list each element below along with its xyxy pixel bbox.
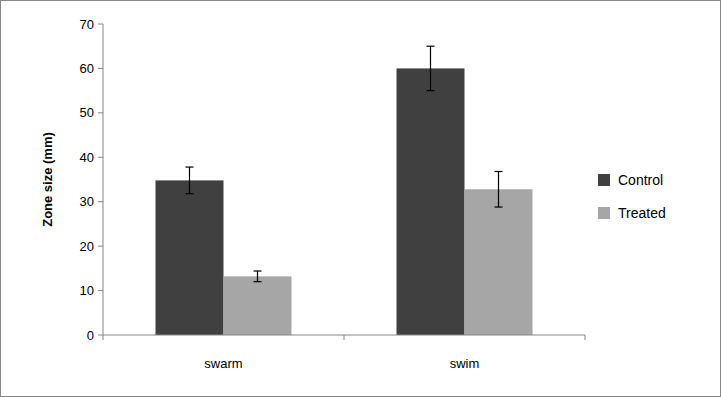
- error-cap: [427, 46, 435, 47]
- frame: [1, 1, 721, 397]
- error-cap: [427, 90, 435, 91]
- bar: [397, 68, 465, 335]
- y-tick-label: 70: [80, 17, 94, 32]
- y-tick: [98, 201, 103, 202]
- x-divider-tick: [344, 335, 345, 340]
- y-tick-label: 30: [80, 194, 94, 209]
- y-tick-label: 60: [80, 61, 94, 76]
- y-tick-label: 20: [80, 239, 94, 254]
- bar: [156, 180, 224, 335]
- chart-root: 0 10 20 30 40 50 60 70 swarm swim Zone size (mm) Co…: [0, 0, 721, 397]
- legend-swatch: [598, 207, 610, 219]
- x-tick-label: swarm: [204, 356, 242, 371]
- y-tick: [98, 24, 103, 25]
- error-stem: [430, 46, 431, 90]
- legend-label: Control: [618, 172, 663, 188]
- error-stem: [189, 167, 190, 194]
- x-divider-tick: [585, 335, 586, 340]
- error-bar: [495, 172, 503, 208]
- bar: [465, 189, 533, 335]
- error-bar: [186, 167, 194, 194]
- error-stem: [498, 172, 499, 208]
- error-cap: [495, 171, 503, 172]
- bars: [156, 46, 533, 335]
- error-bar: [427, 46, 435, 90]
- y-tick-label: 10: [80, 283, 94, 298]
- x-tick-label: swim: [450, 356, 480, 371]
- error-cap: [254, 281, 262, 282]
- y-tick: [98, 335, 103, 336]
- legend-label: Treated: [618, 205, 666, 221]
- y-tick: [98, 112, 103, 113]
- error-bar: [254, 271, 262, 282]
- y-tick: [98, 246, 103, 247]
- y-tick-label: 0: [87, 328, 94, 343]
- y-tick-label: 40: [80, 150, 94, 165]
- x-divider-tick: [103, 335, 104, 340]
- y-tick: [98, 68, 103, 69]
- y-tick: [98, 157, 103, 158]
- y-axis-label: Zone size (mm): [40, 132, 55, 227]
- bar: [224, 276, 292, 335]
- error-cap: [186, 193, 194, 194]
- legend-swatch: [598, 174, 610, 186]
- chart-svg: 0 10 20 30 40 50 60 70 swarm swim Zone size (mm) Co…: [0, 0, 721, 397]
- y-tick: [98, 290, 103, 291]
- y-axis: [103, 24, 104, 335]
- error-cap: [186, 166, 194, 167]
- y-tick-label: 50: [80, 105, 94, 120]
- error-cap: [254, 270, 262, 271]
- error-cap: [495, 206, 503, 207]
- error-stem: [257, 271, 258, 282]
